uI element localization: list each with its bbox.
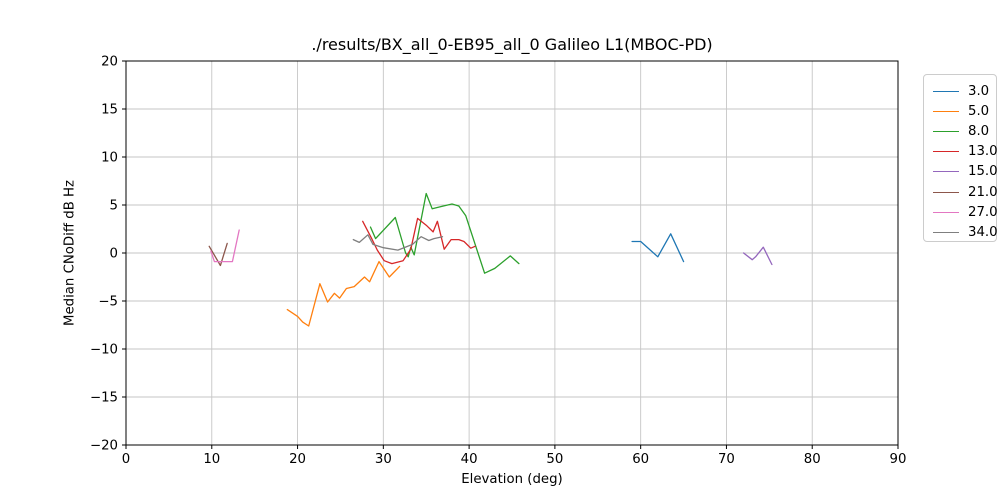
legend-label: 3.0 (968, 83, 990, 99)
series-line-34.0 (352, 234, 444, 251)
y-axis-label: Median CNoDiff dB Hz (62, 179, 78, 327)
series-line-3.0 (631, 233, 685, 263)
legend-item: 8.0 (933, 121, 996, 141)
legend-label: 13.0 (968, 144, 998, 160)
y-tick-label: 20 (101, 55, 118, 70)
x-tick-label: 70 (718, 452, 735, 467)
legend-item: 13.0 (933, 142, 998, 162)
x-tick-label: 0 (122, 452, 130, 467)
legend-item: 34.0 (933, 222, 998, 242)
legend-line-sample (933, 191, 959, 193)
y-tick-label: −20 (90, 439, 118, 454)
y-tick-label: 15 (101, 103, 118, 118)
legend-line-sample (933, 171, 959, 173)
legend-label: 21.0 (968, 184, 998, 200)
legend-line-sample (933, 110, 959, 112)
x-tick-label: 90 (890, 452, 907, 467)
series-line-5.0 (286, 260, 401, 327)
legend-item: 15.0 (933, 162, 998, 182)
y-tick-label: 5 (110, 199, 118, 214)
x-tick-label: 20 (289, 452, 306, 467)
x-tick-label: 10 (203, 452, 220, 467)
legend-line-sample (933, 151, 959, 153)
x-tick-label: 50 (546, 452, 563, 467)
legend-item: 5.0 (933, 101, 996, 121)
x-axis-label: Elevation (deg) (461, 472, 563, 487)
legend-label: 27.0 (968, 204, 998, 220)
series-line-15.0 (742, 246, 773, 266)
y-tick-label: −5 (98, 295, 118, 310)
legend-line-sample (933, 130, 959, 132)
y-tick-label: 10 (101, 151, 118, 166)
legend-line-sample (933, 90, 959, 92)
series-line-13.0 (362, 217, 476, 265)
legend-item: 3.0 (933, 81, 996, 101)
legend-label: 8.0 (968, 123, 990, 139)
x-tick-label: 60 (632, 452, 649, 467)
legend-line-sample (933, 231, 959, 233)
y-tick-label: −15 (90, 391, 118, 406)
y-tick-label: −10 (90, 343, 118, 358)
series-line-21.0 (208, 242, 228, 267)
legend-item: 27.0 (933, 202, 998, 222)
legend: 3.0 5.0 8.0 13.0 15.0 21.0 27.0 34.0 (923, 74, 998, 242)
x-tick-label: 30 (375, 452, 392, 467)
legend-line-sample (933, 211, 959, 213)
legend-label: 34.0 (968, 224, 998, 240)
x-tick-label: 40 (461, 452, 478, 467)
series-line-27.0 (210, 229, 240, 263)
legend-label: 15.0 (968, 164, 998, 180)
series-line-8.0 (369, 192, 520, 274)
legend-item: 21.0 (933, 182, 998, 202)
legend-label: 5.0 (968, 103, 990, 119)
chart-title: ./results/BX_all_0-EB95_all_0 Galileo L1… (311, 35, 713, 54)
y-tick-label: 0 (110, 247, 118, 262)
x-tick-label: 80 (804, 452, 821, 467)
